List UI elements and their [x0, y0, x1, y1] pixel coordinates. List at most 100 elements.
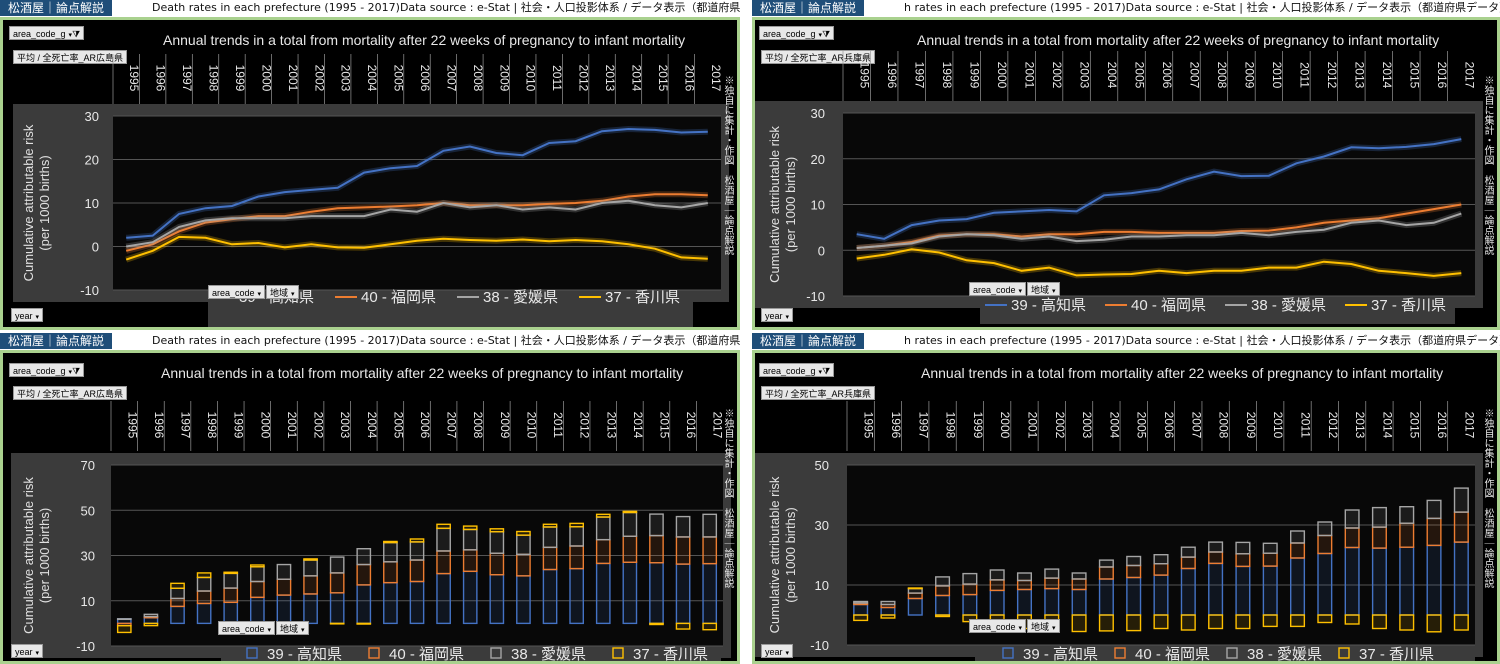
stacked-bar-segment [1262, 552, 1278, 567]
x-tick-label: 2017 [1462, 62, 1476, 89]
stacked-bar-segment [462, 525, 478, 531]
filter-label: area_code [222, 624, 265, 634]
region-field-button[interactable]: 地域 ▾ [266, 285, 299, 299]
year-field-button[interactable]: year ▾ [11, 644, 44, 658]
chevron-down-icon: ▾ [785, 314, 790, 321]
x-tick-label: 1995 [862, 412, 876, 439]
area-code-g-filter[interactable]: area_code_g ▾⧩ [759, 363, 835, 377]
stacked-bar-segment [1317, 552, 1333, 616]
y-tick-label: 10 [85, 196, 99, 211]
legend-swatch [490, 647, 502, 659]
stacked-bar-segment [1126, 576, 1142, 616]
stacked-bar-segment [1426, 499, 1442, 520]
stacked-bar-segment [542, 568, 558, 625]
y-tick-label: 30 [81, 549, 95, 564]
stacked-bar-segment [223, 572, 239, 589]
chart-frame: Annual trends in a total from mortality … [752, 350, 1500, 664]
x-tick-label: 1995 [125, 412, 139, 439]
chart-frame: Annual trends in a total from mortality … [0, 350, 740, 664]
area-code-field-button[interactable]: area_code ▾ [969, 619, 1027, 633]
stacked-bar-segment [1208, 562, 1224, 616]
filter-label: area_code_g [13, 29, 66, 39]
stacked-bar-segment [1317, 614, 1333, 624]
value-field-button[interactable]: 平均 / 全死亡率_AR広島県 [13, 386, 128, 400]
stacked-bar-segment [1098, 578, 1114, 616]
year-field-button[interactable]: year ▾ [761, 308, 794, 322]
legend-area [221, 646, 721, 661]
stacked-bar-segment [249, 566, 265, 583]
region-field-button[interactable]: 地域 ▾ [276, 621, 309, 635]
stacked-bar-segment [622, 510, 638, 514]
y-tick-label: 10 [815, 578, 829, 593]
x-tick-label: 2013 [603, 65, 617, 92]
stacked-bar-segment [196, 576, 212, 592]
value-field-button[interactable]: 平均 / 全死亡率_AR兵庫県 [761, 50, 876, 64]
value-field-button[interactable]: 平均 / 全死亡率_AR兵庫県 [761, 386, 876, 400]
area-code-field-button[interactable]: area_code ▾ [218, 621, 276, 635]
value-field-button[interactable]: 平均 / 全死亡率_AR広島県 [13, 50, 128, 64]
area-code-field-button[interactable]: area_code ▾ [969, 282, 1027, 296]
stacked-bar-segment [622, 561, 638, 625]
stacked-bar-segment [1235, 565, 1251, 616]
x-tick-label: 2016 [1435, 62, 1449, 89]
x-tick-label: 1996 [154, 65, 168, 92]
stacked-bar-segment [383, 541, 398, 563]
chart-panel-1: 松酒屋｜論点解説 Death rates in each prefecture … [0, 0, 740, 330]
x-tick-label: 2009 [498, 412, 512, 439]
region-field-button[interactable]: 地域 ▾ [1027, 282, 1060, 296]
area-code-g-filter[interactable]: area_code_g ▾⧩ [759, 26, 835, 40]
stacked-bar-segment [1289, 530, 1306, 544]
stacked-bar-segment [935, 614, 951, 618]
stacked-bar-segment [116, 624, 132, 634]
x-tick-label: 2004 [365, 65, 379, 92]
y-tick-label: 10 [81, 594, 95, 609]
stacked-bar-segment [595, 516, 611, 541]
stacked-bar-segment [1344, 546, 1360, 616]
x-tick-label: 2003 [339, 65, 353, 92]
x-tick-label: 2011 [1297, 62, 1311, 88]
stacked-bar-segment [1344, 509, 1360, 529]
area-code-g-filter[interactable]: area_code_g ▾⧩ [9, 26, 85, 40]
stacked-bar-segment [1453, 614, 1469, 631]
x-tick-label: 2003 [1078, 62, 1092, 89]
area-code-g-filter[interactable]: area_code_g ▾⧩ [9, 363, 85, 377]
y-tick-label: -10 [810, 638, 829, 653]
x-tick-label: 2008 [1217, 412, 1231, 439]
stacked-bar-segment [1098, 566, 1114, 580]
x-tick-label: 2010 [1271, 412, 1285, 439]
region-field-button[interactable]: 地域 ▾ [1027, 619, 1060, 633]
series-line [856, 248, 1462, 277]
filter-label: year [765, 311, 783, 321]
legend-label: 38 - 愛媛県 [511, 646, 586, 661]
stacked-bar-segment [569, 545, 585, 570]
chevron-down-icon: ▾ [257, 291, 262, 298]
stacked-bar-segment [1289, 614, 1306, 628]
stacked-bar-segment [1344, 527, 1360, 549]
chart-title: Annual trends in a total from mortality … [917, 32, 1440, 48]
filter-label: 地域 [270, 288, 289, 298]
chevron-down-icon: ▾ [1052, 288, 1056, 295]
filter-label: area_code_g [763, 29, 816, 39]
year-field-button[interactable]: year ▾ [761, 644, 794, 658]
stacked-bar-segment [276, 563, 292, 580]
year-field-button[interactable]: year ▾ [11, 308, 44, 322]
stacked-bar-segment [1453, 511, 1469, 543]
stacked-bar-segment [1289, 542, 1306, 559]
stacked-bar-segment [223, 571, 239, 575]
x-tick-label: 2003 [1080, 412, 1094, 439]
legend-label: 39 - 高知県 [1011, 297, 1086, 314]
stacked-bar-segment [962, 593, 978, 616]
stacked-bar-segment [1153, 553, 1169, 565]
legend-swatch [1338, 647, 1350, 659]
chart-title: Annual trends in a total from mortality … [921, 365, 1444, 381]
stacked-bar-segment [649, 513, 664, 537]
x-tick-label: 1998 [205, 412, 219, 439]
x-tick-label: 2006 [418, 412, 432, 439]
x-tick-label: 2011 [550, 65, 564, 91]
x-tick-label: 1997 [913, 62, 927, 89]
x-tick-label: 2012 [577, 65, 591, 92]
y-axis-title: (per 1000 births) [37, 155, 52, 250]
stacked-bar-segment [1262, 542, 1278, 554]
x-tick-label: 2008 [1215, 62, 1229, 89]
area-code-field-button[interactable]: area_code ▾ [208, 285, 266, 299]
